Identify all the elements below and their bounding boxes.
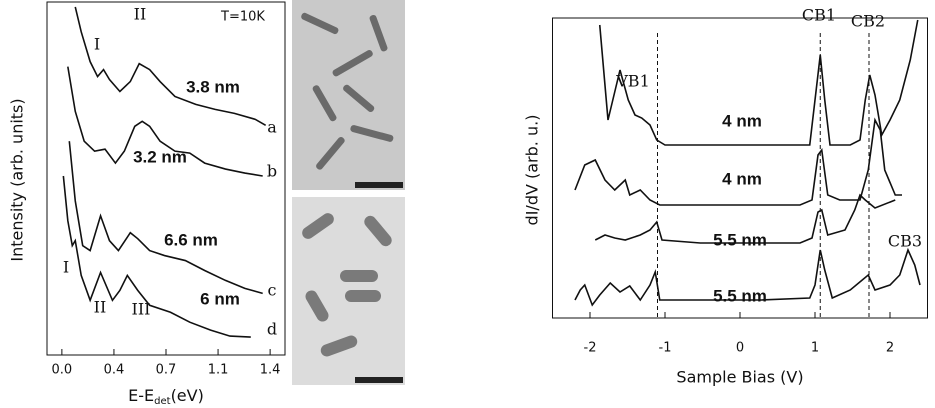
annotation: I [63, 258, 69, 277]
curve [594, 193, 896, 244]
x-axis-label-part: E-E [128, 386, 154, 405]
annotation: III [132, 300, 151, 319]
annotation: 6.6 nm [164, 230, 218, 249]
annotation: 5.5 nm [713, 230, 767, 249]
annotation: 3.8 nm [186, 77, 240, 96]
curve-label: b [267, 162, 277, 181]
annotation: CB2 [851, 12, 885, 31]
x-axis-label-part: (eV) [171, 386, 204, 405]
annotation: CB1 [802, 6, 836, 25]
x-tick-label: 1 [811, 341, 819, 356]
curve [68, 141, 263, 295]
x-tick-label: 0.4 [104, 363, 125, 378]
annotation: CB3 [888, 232, 922, 251]
x-tick-label: 0 [736, 341, 744, 356]
curve-label: a [267, 118, 277, 137]
curve [574, 117, 902, 206]
x-axis-label: Sample Bias (V) [676, 368, 803, 387]
curve [598, 19, 919, 146]
x-axis-label-part: det [154, 396, 171, 407]
x-tick-label: -1 [659, 341, 672, 356]
plot-frame [46, 1, 286, 356]
x-tick-label: 2 [886, 341, 894, 356]
curve [67, 66, 263, 177]
x-tick-label: 1.1 [208, 363, 229, 378]
x-tick-label: 1.4 [260, 363, 281, 378]
annotation: II [134, 5, 147, 24]
x-tick-label: 0.7 [156, 363, 177, 378]
annotation: 4 nm [722, 111, 762, 130]
y-axis-label: dI/dV (arb. u.) [523, 115, 542, 226]
annotation: 4 nm [722, 169, 762, 188]
curve [74, 6, 267, 126]
curve [574, 247, 921, 307]
curve-label: d [267, 320, 277, 339]
micrograph-top [292, 0, 405, 190]
annotation: 6 nm [200, 289, 240, 308]
annotation: 5.5 nm [713, 286, 767, 305]
curve-label: c [268, 281, 277, 300]
annotation: 3.2 nm [133, 147, 187, 166]
micrograph-bottom [292, 197, 405, 385]
x-tick-label: 0.0 [52, 363, 73, 378]
annotation: VB1 [615, 72, 650, 91]
x-tick-label: -2 [584, 341, 597, 356]
annotation: T=10K [220, 10, 265, 25]
annotation: II [94, 298, 107, 317]
plot-frame [552, 17, 928, 319]
annotation: I [94, 35, 100, 54]
x-axis-label: E-Edet(eV) [128, 386, 204, 408]
curve [62, 175, 251, 338]
y-axis-label: Intensity (arb. units) [8, 98, 27, 261]
